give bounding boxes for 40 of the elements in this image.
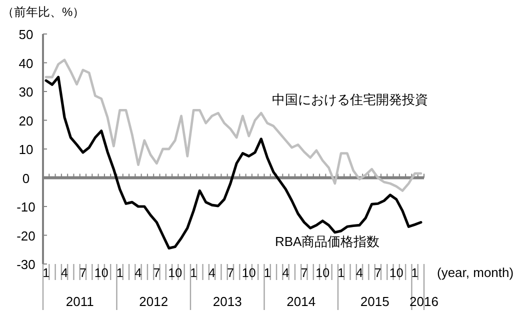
x-tick-label: 4 <box>61 266 68 280</box>
x-tick-label: 7 <box>374 266 382 280</box>
x-tick-label: 7 <box>226 266 234 280</box>
x-tick-label: 7 <box>300 266 308 280</box>
x-tick-label: 1 <box>338 266 345 280</box>
series-label: RBA商品価格指数 <box>275 234 380 249</box>
x-group-label: 2011 <box>66 294 94 309</box>
x-tick-label: 4 <box>208 266 216 280</box>
y-tick-label: 10 <box>18 142 34 157</box>
x-group-label: 2016 <box>410 294 438 309</box>
x-tick-label: 10 <box>168 266 182 280</box>
x-tick-label: 1 <box>411 266 418 280</box>
x-tick-label: 10 <box>389 266 404 280</box>
y-tick-label: 0 <box>22 170 30 186</box>
y-axis-title: （前年比、%） <box>2 5 85 19</box>
y-tick-label: 20 <box>18 113 34 128</box>
x-tick-label: 10 <box>242 266 256 280</box>
x-group-label: 2012 <box>139 294 168 309</box>
y-tick-label: 30 <box>18 84 34 100</box>
x-tick-label: 1 <box>264 266 271 280</box>
x-tick-label: 4 <box>282 266 290 280</box>
x-tick-label: 4 <box>356 266 363 280</box>
y-tick-label: 40 <box>18 56 34 71</box>
series-label: 中国における住宅開発投資 <box>272 92 428 107</box>
x-tick-label: 1 <box>190 266 198 280</box>
x-tick-label: 10 <box>94 266 108 280</box>
x-tick-label: 7 <box>153 266 160 280</box>
x-tick-label: 10 <box>316 266 330 280</box>
x-group-label: 2014 <box>286 294 316 309</box>
x-tick-label: 1 <box>42 266 50 280</box>
y-tick-label: -20 <box>16 228 36 244</box>
x-tick-label: 7 <box>79 266 86 280</box>
y-tick-label: -30 <box>16 257 36 272</box>
x-tick-label: 4 <box>134 266 142 280</box>
x-tick-label: 1 <box>116 266 124 280</box>
y-tick-label: -10 <box>16 200 36 214</box>
x-group-label: 2013 <box>212 294 242 309</box>
y-tick-label: 50 <box>18 27 34 42</box>
x-group-label: 2015 <box>360 294 390 309</box>
annotation: (year, month) <box>437 265 514 280</box>
